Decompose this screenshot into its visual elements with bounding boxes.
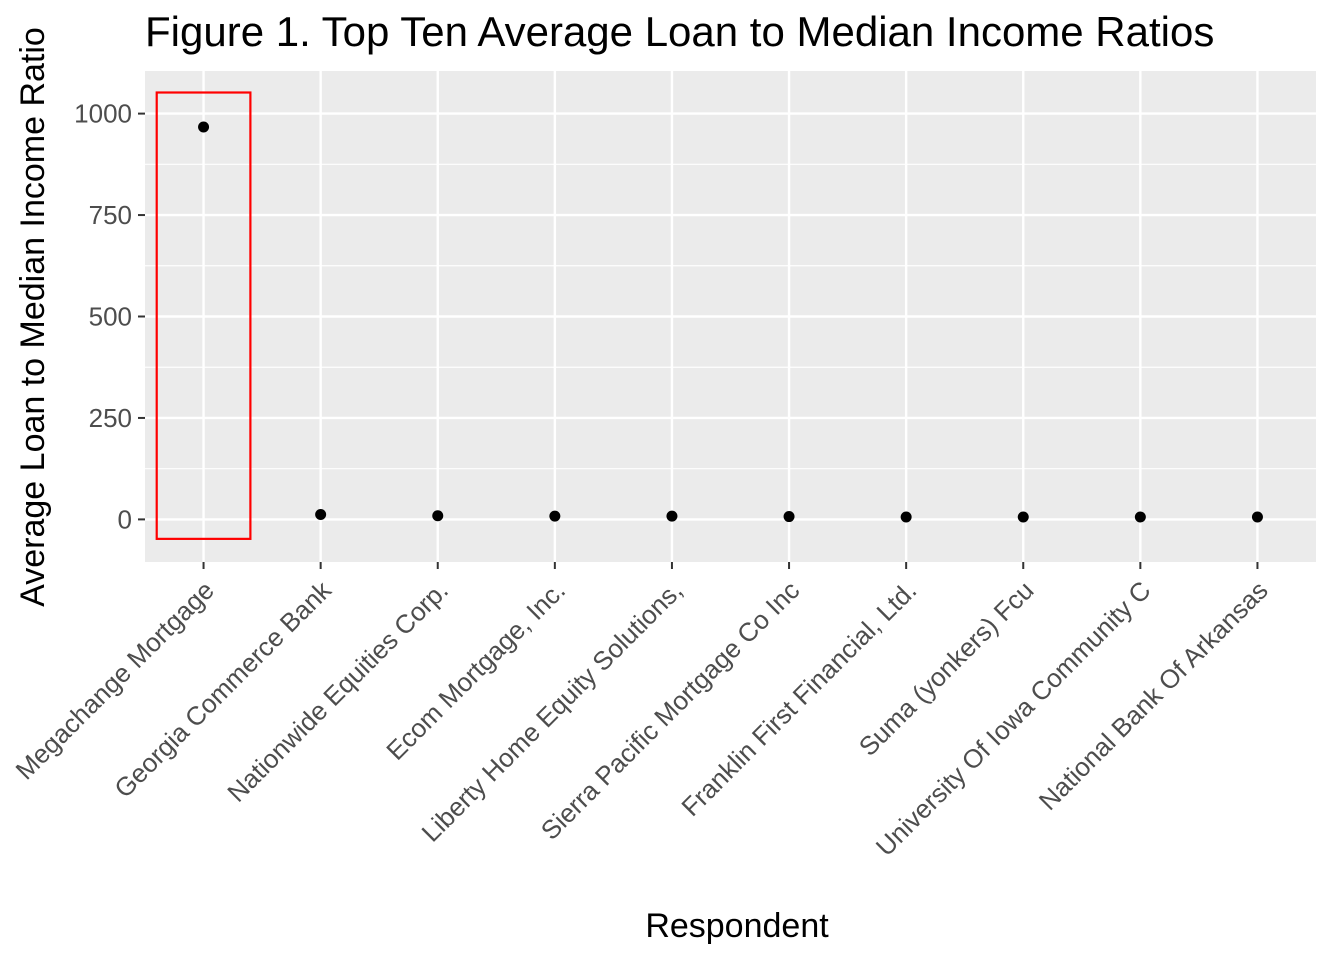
data-points: [198, 121, 1263, 523]
data-point: [1134, 511, 1146, 523]
y-tick-label: 0: [118, 504, 132, 534]
y-tick-label: 500: [89, 302, 132, 332]
x-tick-label: Georgia Commerce Bank: [108, 574, 337, 803]
x-axis-title: Respondent: [645, 907, 829, 945]
data-point: [666, 510, 678, 522]
data-point: [1017, 511, 1029, 523]
data-point: [315, 509, 327, 521]
y-tick-label: 750: [89, 200, 132, 230]
data-point: [198, 121, 210, 133]
x-tick-label: National Bank Of Arkansas: [1033, 575, 1274, 816]
data-point: [432, 510, 444, 522]
chart-title: Figure 1. Top Ten Average Loan to Median…: [145, 8, 1214, 55]
data-point: [1251, 511, 1263, 523]
data-point: [783, 511, 795, 523]
data-point: [549, 510, 561, 522]
x-tick-label: Nationwide Equities Corp.: [221, 575, 454, 808]
y-tick-label: 1000: [74, 99, 132, 129]
y-tick-label: 250: [89, 403, 132, 433]
x-tick-label: Franklin First Financial, Ltd.: [675, 575, 922, 822]
y-axis: 0 250 500 750 1000: [74, 99, 145, 534]
grid-minor: [145, 163, 1316, 470]
grid-major: [145, 71, 1316, 562]
highlight-box: [155, 91, 252, 540]
y-axis-title: Average Loan to Median Income Ratio: [14, 27, 52, 607]
data-point: [900, 511, 912, 523]
